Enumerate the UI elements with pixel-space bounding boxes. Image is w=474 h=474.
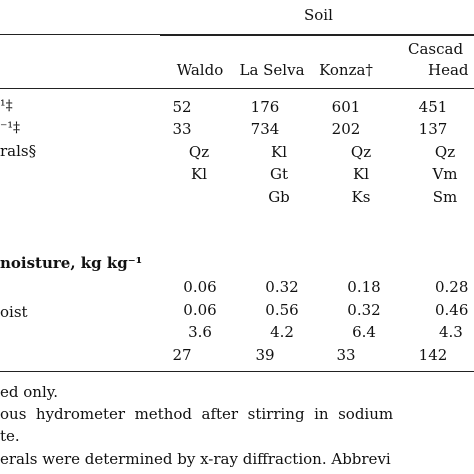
row-label-oist: oist [0, 303, 28, 321]
top-rule [0, 34, 474, 35]
table-cell: 33 [172, 120, 192, 138]
footnote: ed only. [0, 383, 58, 401]
table-cell: 27 [172, 346, 192, 364]
column-header-la-selva: La Selva [239, 61, 305, 79]
table-cell: Gb [268, 188, 290, 206]
group-rule [160, 35, 474, 36]
table-cell: 202 [331, 120, 361, 138]
footnote: ous hydrometer method after stirring in … [0, 405, 394, 423]
table-cell: 0.46 [435, 301, 469, 319]
column-header-cascade: Cascad [408, 40, 464, 58]
table-cell: 33 [336, 346, 356, 364]
row-label-moisture: noisture, kg kg⁻¹ [0, 254, 143, 272]
table-cell: 0.32 [265, 278, 299, 296]
column-header-waldo: Waldo [176, 61, 224, 79]
table-cell: 52 [172, 98, 192, 116]
table-cell: 734 [250, 120, 280, 138]
row-label-1: ¹‡ [0, 98, 13, 114]
footnote: erals were determined by x-ray diffracti… [0, 450, 391, 468]
table-cell: Kl [190, 165, 208, 183]
table-cell: 0.32 [347, 301, 381, 319]
table-cell: Qz [188, 143, 210, 161]
table-cell: Sm [432, 188, 458, 206]
table-cell: 3.6 [188, 323, 212, 341]
table-cell: 601 [331, 98, 361, 116]
table-cell: 0.28 [435, 278, 469, 296]
table-cell: 176 [250, 98, 280, 116]
table-cell: Vm [432, 165, 458, 183]
table-cell: 137 [418, 120, 448, 138]
table-cell: 451 [418, 98, 448, 116]
table-cell: 0.06 [183, 301, 217, 319]
table-cell: Qz [434, 143, 456, 161]
table-cell: 142 [418, 346, 448, 364]
table-cell: Kl [270, 143, 288, 161]
header-rule [0, 88, 474, 89]
table-cell: Gt [269, 165, 289, 183]
soil-group-label: Soil [304, 6, 333, 24]
table-cell: Kl [352, 165, 370, 183]
table-cell: Ks [351, 188, 371, 206]
column-header-head: Head [428, 61, 469, 79]
table-cell: Qz [350, 143, 372, 161]
table-cell: 0.06 [183, 278, 217, 296]
table-cell: 0.56 [265, 301, 299, 319]
table-cell: 6.4 [352, 323, 376, 341]
row-label-minerals: rals§ [0, 142, 37, 160]
row-label-2: ⁻¹‡ [0, 120, 21, 136]
table-cell: 4.2 [270, 323, 294, 341]
column-header-konza: Konza† [319, 61, 373, 79]
table-cell: 39 [255, 346, 275, 364]
footnote: te. [0, 427, 20, 445]
table-cell: 0.18 [347, 278, 381, 296]
bottom-rule [0, 371, 474, 372]
table-cell: 4.3 [439, 323, 463, 341]
